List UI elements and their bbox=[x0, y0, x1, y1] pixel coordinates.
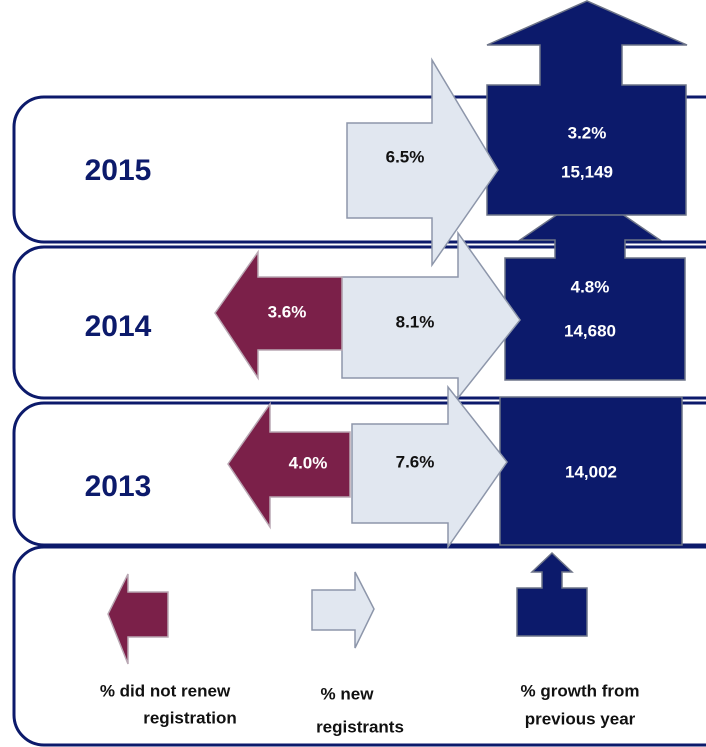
renew-arrow bbox=[214, 249, 343, 381]
growth-value: 3.2% bbox=[568, 123, 607, 142]
legend-label: registrants bbox=[316, 717, 404, 736]
new-value: 7.6% bbox=[396, 452, 435, 471]
total-value: 15,149 bbox=[561, 162, 613, 181]
year: 2014 bbox=[85, 310, 152, 343]
new-value: 6.5% bbox=[386, 147, 425, 166]
legend-label: previous year bbox=[525, 709, 636, 728]
legend-label: registration bbox=[143, 708, 237, 727]
total-value: 14,680 bbox=[564, 321, 616, 340]
growth-box bbox=[504, 191, 686, 381]
legend-new-icon bbox=[311, 571, 375, 649]
total-value: 14,002 bbox=[565, 462, 617, 481]
year: 2015 bbox=[85, 154, 152, 187]
legend-growth-icon bbox=[516, 551, 588, 637]
new-arrow bbox=[341, 230, 521, 401]
new-arrow bbox=[351, 384, 508, 550]
legend-renew-icon bbox=[107, 573, 169, 665]
legend-label: % did not renew bbox=[100, 681, 231, 700]
growth-value: 4.8% bbox=[571, 277, 610, 296]
renew-value: 4.0% bbox=[289, 453, 328, 472]
new-arrow bbox=[346, 57, 499, 268]
new-value: 8.1% bbox=[396, 312, 435, 331]
renew-value: 3.6% bbox=[268, 302, 307, 321]
legend-label: % growth from bbox=[521, 681, 640, 700]
legend-label: % new bbox=[321, 684, 375, 703]
year: 2013 bbox=[85, 470, 152, 503]
growth-box bbox=[486, 0, 688, 216]
renew-arrow bbox=[227, 401, 351, 530]
